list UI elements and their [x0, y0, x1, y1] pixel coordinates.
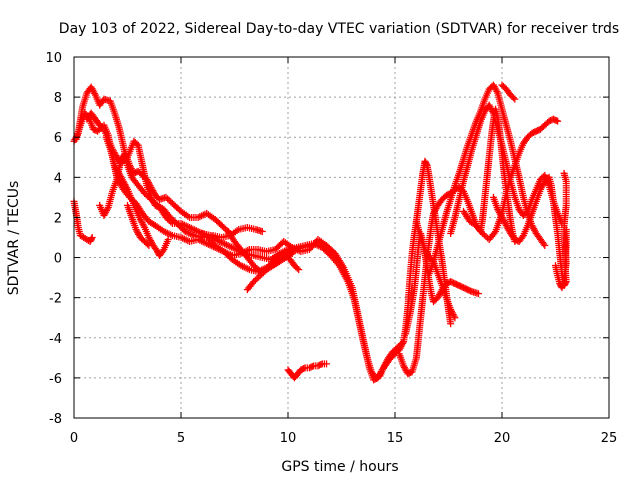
- data-point: [447, 320, 455, 328]
- data-point: [253, 275, 261, 283]
- data-point: [300, 365, 308, 373]
- data-point: [159, 247, 167, 255]
- data-point: [308, 363, 316, 371]
- x-tick-label: 5: [177, 431, 185, 446]
- data-point: [396, 341, 404, 349]
- data-point: [258, 227, 266, 235]
- data-point: [493, 87, 501, 95]
- data-point: [509, 94, 517, 102]
- data-point: [251, 276, 259, 284]
- data-point: [162, 193, 170, 201]
- data-point: [123, 184, 131, 192]
- data-point: [540, 240, 548, 248]
- data-point: [490, 229, 498, 237]
- data-point: [451, 314, 459, 322]
- data-point: [220, 223, 228, 231]
- data-point: [541, 242, 549, 250]
- data-point: [560, 169, 568, 177]
- data-point: [164, 236, 172, 244]
- series-arc-7: [124, 201, 153, 250]
- data-point: [250, 262, 258, 270]
- axis-ticks: 0 5 10 15 20 25 -8 -6 -4 -2 0 2 4 6 8 10: [45, 51, 617, 446]
- data-point: [552, 117, 560, 125]
- data-point: [479, 229, 487, 237]
- data-point: [474, 290, 482, 298]
- data-point: [145, 242, 153, 250]
- data-points: [70, 81, 570, 384]
- data-point: [511, 95, 519, 103]
- data-point: [253, 265, 261, 273]
- series-arc-21: [552, 169, 570, 292]
- y-tick-label: 10: [45, 51, 62, 66]
- data-point: [467, 287, 475, 295]
- y-axis-title: SDTVAR / TECUs: [6, 181, 22, 296]
- series-arc-18: [459, 115, 562, 244]
- y-tick-label: 0: [54, 252, 62, 267]
- data-point: [450, 312, 458, 320]
- data-point: [287, 251, 295, 259]
- data-point: [165, 196, 173, 204]
- series-arc-10: [243, 250, 296, 294]
- data-point: [250, 278, 258, 286]
- data-point: [288, 250, 296, 258]
- data-point: [94, 127, 102, 135]
- data-point: [88, 234, 96, 241]
- series-arc-14: [402, 229, 482, 338]
- data-point: [162, 213, 170, 221]
- data-point: [258, 270, 266, 278]
- y-tick-label: 8: [54, 91, 62, 106]
- data-point: [164, 215, 172, 223]
- data-point: [317, 361, 325, 369]
- data-point: [92, 127, 100, 135]
- data-point: [167, 218, 175, 226]
- x-tick-label: 15: [387, 431, 404, 446]
- data-point: [140, 222, 148, 230]
- data-point: [87, 235, 95, 243]
- data-point: [480, 231, 488, 239]
- data-point: [165, 216, 173, 224]
- data-point: [256, 272, 264, 280]
- y-tick-label: -2: [49, 292, 62, 307]
- series-arc-15: [412, 217, 459, 322]
- y-tick-label: -6: [49, 372, 62, 387]
- data-point: [164, 195, 172, 203]
- data-point: [518, 233, 526, 241]
- y-tick-label: 4: [54, 171, 62, 186]
- x-tick-label: 10: [280, 431, 297, 446]
- plot-frame: [73, 56, 610, 419]
- y-tick-label: -8: [49, 412, 62, 427]
- data-point: [251, 263, 259, 271]
- data-point: [259, 269, 267, 277]
- data-point: [293, 264, 301, 272]
- data-point: [255, 273, 263, 281]
- data-point: [489, 108, 497, 116]
- data-point: [323, 360, 331, 368]
- y-tick-label: 2: [54, 211, 62, 226]
- x-tick-label: 25: [601, 431, 618, 446]
- x-axis-title: GPS time / hours: [281, 459, 398, 475]
- y-tick-label: 6: [54, 131, 62, 146]
- data-point: [554, 117, 562, 125]
- series-arc-6: [102, 133, 172, 260]
- y-tick-label: -4: [49, 332, 62, 347]
- data-point: [295, 266, 303, 274]
- data-point: [103, 205, 111, 213]
- x-tick-label: 0: [70, 431, 78, 446]
- series-arc-11: [284, 360, 331, 382]
- data-point: [91, 90, 99, 98]
- x-tick-label: 20: [494, 431, 511, 446]
- data-point: [143, 240, 151, 248]
- chart-title: Day 103 of 2022, Sidereal Day-to-day VTE…: [59, 21, 619, 37]
- data-point: [422, 160, 430, 168]
- series-arc-20: [498, 81, 519, 103]
